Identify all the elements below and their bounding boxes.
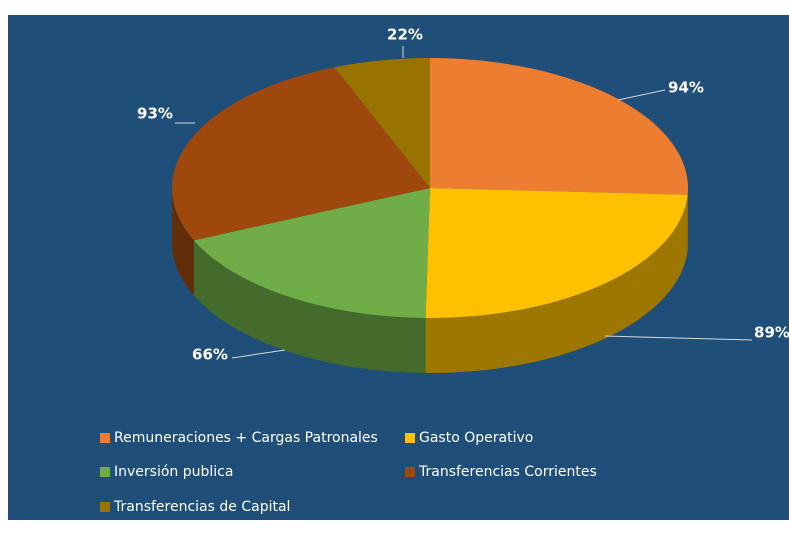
data-label: 94%: [668, 79, 704, 97]
legend-swatch: [405, 433, 415, 443]
data-label: 93%: [137, 105, 173, 123]
leader-line: [617, 89, 666, 101]
legend-swatch: [100, 433, 110, 443]
legend-swatch: [405, 467, 415, 477]
slice: [193, 188, 430, 318]
slice: [334, 58, 430, 188]
legend-label: Gasto Operativo: [419, 430, 533, 446]
slice-side: [425, 194, 688, 373]
legend-swatch: [100, 502, 110, 512]
leader-line: [231, 349, 286, 359]
slice: [430, 58, 688, 195]
slice: [171, 67, 430, 241]
legend-label: Transferencias de Capital: [113, 499, 290, 515]
slice: [425, 188, 688, 318]
data-label: 66%: [192, 346, 228, 364]
slice-side: [172, 188, 194, 296]
legend-label: Remuneraciones + Cargas Patronales: [114, 430, 378, 446]
legend-label: Transferencias Corrientes: [418, 464, 597, 480]
leader-line: [604, 335, 753, 341]
legend-swatch: [100, 467, 110, 477]
slice-side: [193, 240, 426, 373]
data-label: 89%: [754, 324, 789, 342]
data-label: 22%: [387, 26, 423, 44]
legend-label: Inversión publica: [114, 464, 233, 480]
